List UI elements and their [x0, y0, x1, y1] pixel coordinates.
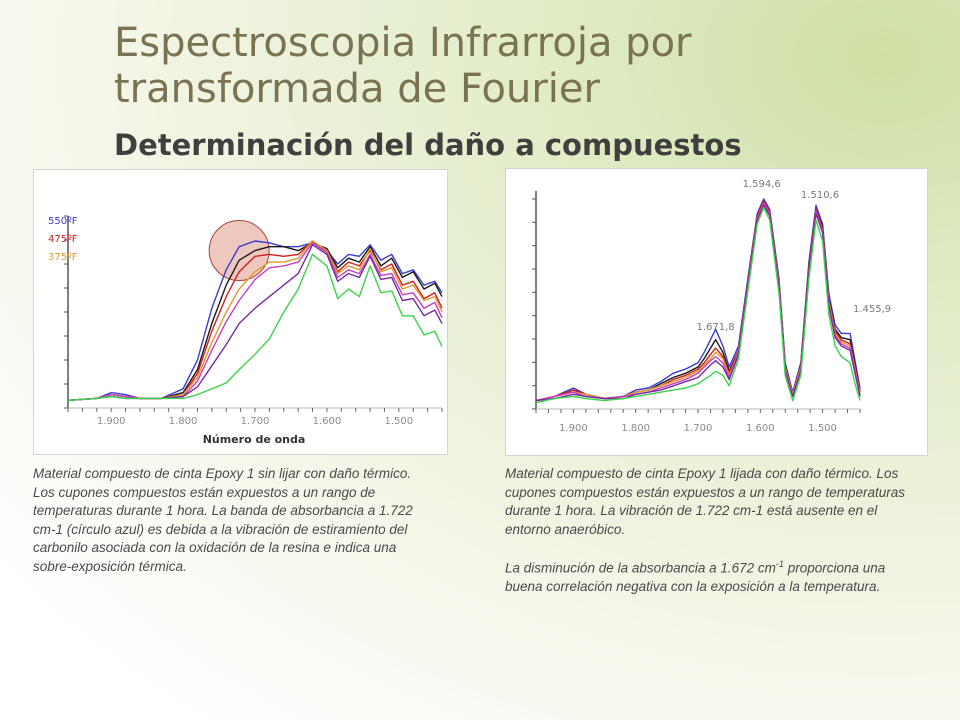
right-series-line-3: [535, 202, 861, 402]
peak-label-2: 1.671,8: [696, 322, 734, 333]
right-x-tick-label: 1.900: [559, 423, 588, 434]
right-caption-2-pre: La disminución de la absorbancia a 1.672…: [505, 560, 776, 576]
right-x-tick-label: 1.700: [684, 423, 713, 434]
right-caption-2-sup: -1: [775, 559, 784, 569]
right-x-tick-label: 1.600: [746, 423, 775, 434]
carbonyl-highlight-circle: [208, 220, 270, 282]
peak-label-3: 1.455,9: [853, 304, 891, 315]
left-y-axis: [64, 215, 69, 409]
legend-entry-2: 375ºF: [48, 252, 78, 263]
left-x-tick-label: 1.600: [313, 416, 342, 427]
left-x-tick-label: 1.800: [169, 416, 198, 427]
right-caption-2: La disminución de la absorbancia a 1.672…: [505, 555, 915, 597]
peak-label-0: 1.594,6: [743, 179, 781, 190]
right-spectrum-chart: 1.900 1.800 1.700 1.600 1.500 1.594,6 1.510,6…: [532, 179, 891, 434]
right-x-axis: 1.900 1.800 1.700 1.600 1.500: [535, 408, 861, 434]
left-chart-panel: 1.900 1.800 1.700 1.600 1.500 550ºF 475ºF 375º…: [33, 169, 448, 455]
slide-title: Espectroscopia Infrarroja por transforma…: [114, 20, 692, 112]
right-caption-2-post: proporciona una buena correlación negati…: [505, 560, 886, 595]
right-chart-panel: 1.900 1.800 1.700 1.600 1.500 1.594,6 1.510,6…: [505, 168, 928, 456]
left-x-axis: 1.900 1.800 1.700 1.600 1.500: [67, 407, 443, 427]
legend-entry-0: 550ºF: [48, 216, 78, 227]
right-y-axis: [532, 191, 537, 410]
right-x-tick-label: 1.800: [621, 423, 650, 434]
left-x-axis-label: Número de onda: [203, 433, 306, 446]
left-x-tick-label: 1.700: [241, 416, 270, 427]
left-x-tick-label: 1.900: [97, 416, 126, 427]
left-series-line-6: [67, 253, 443, 401]
peak-label-1: 1.510,6: [801, 190, 839, 201]
right-x-tick-label: 1.500: [808, 423, 837, 434]
left-legend: 550ºF 475ºF 375ºF: [48, 216, 78, 263]
left-x-tick-label: 1.500: [385, 416, 414, 427]
right-series-line-6: [535, 206, 861, 404]
slide-subtitle: Determinación del daño a compuestos: [114, 128, 742, 162]
legend-entry-1: 475ºF: [48, 234, 78, 245]
left-caption: Material compuesto de cinta Epoxy 1 sin …: [33, 466, 413, 574]
right-caption-1: Material compuesto de cinta Epoxy 1 lija…: [505, 466, 906, 537]
left-spectrum-chart: 1.900 1.800 1.700 1.600 1.500 550ºF 475ºF 375º…: [48, 215, 443, 446]
